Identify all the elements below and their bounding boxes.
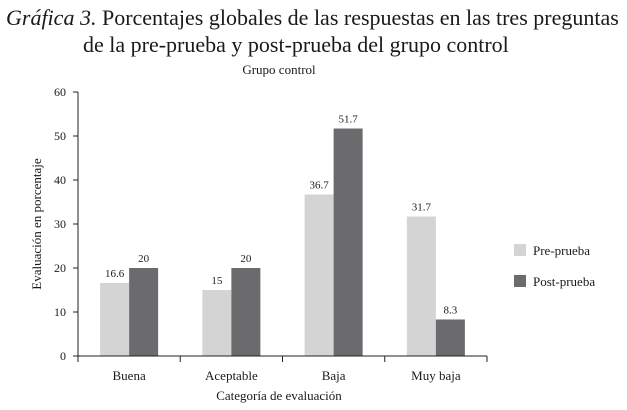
bar-post-0 — [129, 268, 159, 356]
y-tick-label: 0 — [60, 349, 66, 363]
bar-value-label: 8.3 — [444, 304, 458, 316]
bar-value-label: 36.7 — [310, 180, 330, 192]
legend-swatch-post — [514, 275, 526, 287]
x-axis-ticks: Buena Aceptable Baja Muy baja — [77, 356, 488, 383]
x-tick-label: Baja — [322, 368, 346, 383]
legend-swatch-pre — [514, 244, 526, 256]
x-axis-label: Categoría de evaluación — [216, 388, 342, 403]
y-tick-label: 30 — [54, 217, 66, 231]
bar-pre-0 — [100, 282, 130, 356]
legend: Pre-prueba Post-prueba — [514, 243, 595, 289]
x-tick-label: Muy baja — [411, 368, 461, 383]
y-tick-label: 40 — [54, 173, 66, 187]
bar-value-label: 20 — [138, 253, 150, 265]
chart-title: Grupo control — [242, 62, 316, 77]
bar-value-label: 51.7 — [339, 114, 359, 126]
legend-label-post: Post-prueba — [533, 274, 595, 289]
y-tick-label: 20 — [54, 261, 66, 275]
y-tick-label: 10 — [54, 305, 66, 319]
bar-value-label: 20 — [240, 253, 252, 265]
bar-pre-2 — [304, 194, 334, 356]
caption-line-1: Porcentajes globales de las respuestas e… — [101, 5, 619, 30]
bar-value-label: 16.6 — [105, 268, 125, 280]
legend-label-pre: Pre-prueba — [533, 243, 590, 258]
bars: 16.6 20 15 20 36.7 51.7 31.7 8.3 — [100, 114, 465, 356]
y-axis-label: Evaluación en porcentaje — [29, 158, 44, 290]
bar-post-3 — [435, 319, 465, 356]
caption-prefix: Gráfica 3. — [6, 5, 97, 30]
bar-pre-1 — [202, 290, 232, 356]
x-tick-label: Buena — [113, 368, 146, 383]
bar-pre-3 — [406, 216, 436, 356]
bar-value-label: 15 — [211, 275, 223, 287]
x-tick-label: Aceptable — [205, 368, 258, 383]
y-tick-label: 50 — [54, 129, 66, 143]
bar-value-label: 31.7 — [412, 202, 432, 214]
figure-caption: Gráfica 3. Porcentajes globales de las r… — [6, 4, 621, 58]
y-axis-ticks: 0 10 20 30 40 50 60 — [54, 85, 78, 363]
caption-line-2: de la pre-prueba y post-prueba del grupo… — [83, 32, 509, 57]
y-tick-label: 60 — [54, 85, 66, 99]
bar-post-2 — [333, 128, 363, 356]
bar-post-1 — [231, 268, 261, 356]
